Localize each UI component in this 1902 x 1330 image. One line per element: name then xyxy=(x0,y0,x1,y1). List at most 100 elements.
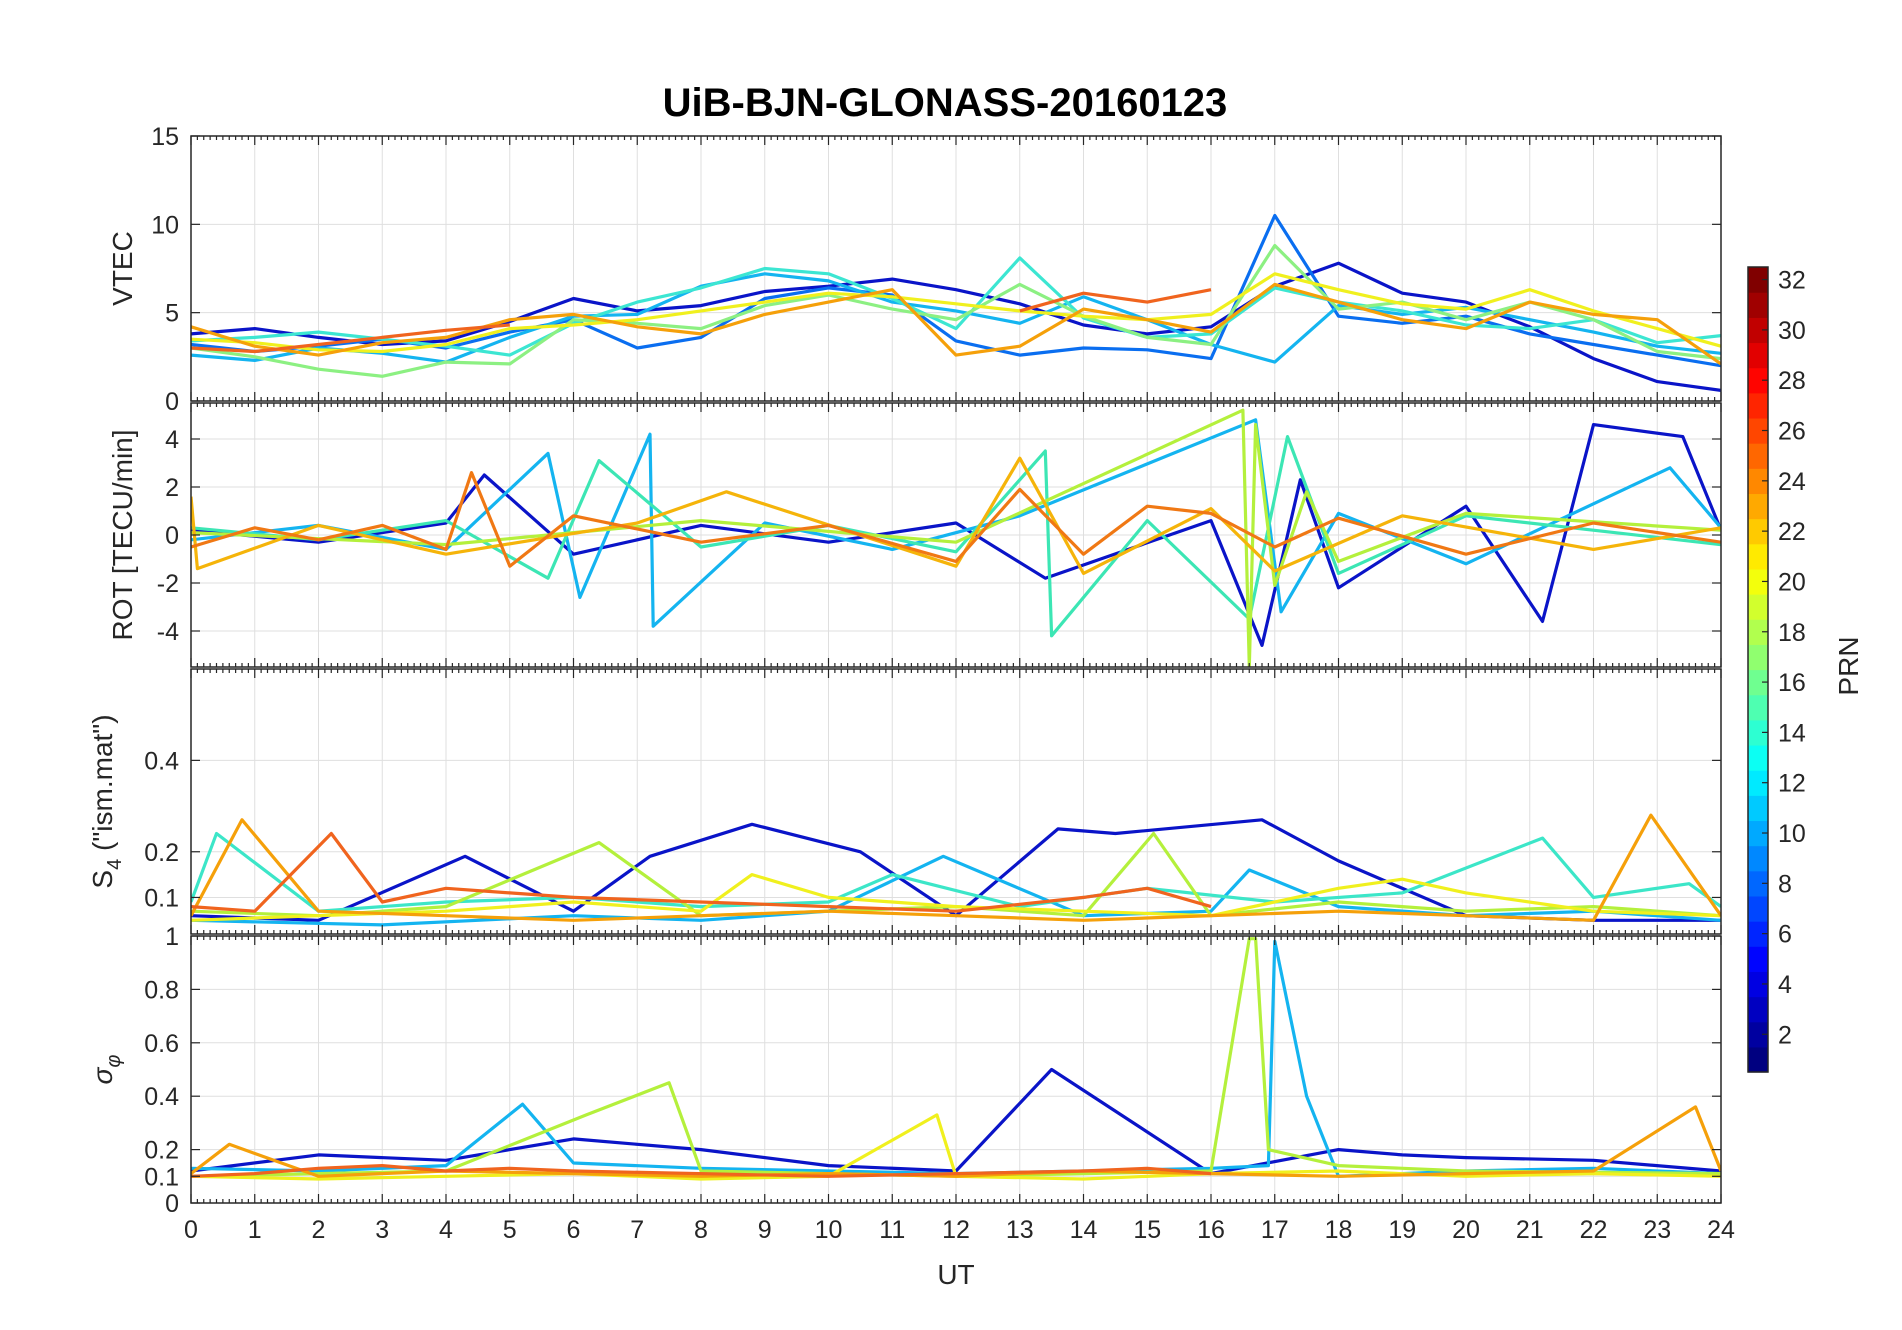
series-line-prn-25 xyxy=(191,831,1212,913)
colorbar-band xyxy=(1748,417,1768,444)
panel-3: 0.1 0.2 0.4 S4 ("ism.mat") xyxy=(87,668,1722,935)
colorbar-band xyxy=(1748,468,1768,495)
colorbar-label: PRN xyxy=(1833,636,1864,695)
colorbar-band xyxy=(1748,845,1768,872)
colorbar-tick-label: 2 xyxy=(1778,1021,1792,1049)
x-tick-label: 7 xyxy=(630,1216,644,1244)
y-tick-label: 2 xyxy=(165,474,179,502)
colorbar-tick-label: 8 xyxy=(1778,870,1792,898)
colorbar-band xyxy=(1748,543,1768,570)
series-line-prn-7 xyxy=(191,213,1721,368)
series-line-prn-13 xyxy=(191,256,1721,357)
colorbar-band xyxy=(1748,971,1768,998)
y-axis-label: VTEC xyxy=(107,231,138,306)
colorbar-band xyxy=(1748,317,1768,344)
y-tick-label: 0.4 xyxy=(144,1083,179,1111)
y-tick-label: 10 xyxy=(151,211,179,239)
colorbar-band xyxy=(1748,568,1768,595)
series-line-prn-22 xyxy=(191,456,1721,575)
x-tick-label: 4 xyxy=(439,1216,453,1244)
colorbar-frame xyxy=(1747,266,1769,1073)
colorbar-tick-label: 16 xyxy=(1778,669,1806,697)
x-tick-label: 0 xyxy=(184,1216,198,1244)
series-line-prn-23 xyxy=(191,813,1721,922)
x-tick-label: 21 xyxy=(1516,1216,1544,1244)
colorbar-band xyxy=(1748,594,1768,620)
colorbar-band xyxy=(1748,367,1768,394)
series-group xyxy=(191,213,1721,392)
y-tick-label: 0.6 xyxy=(144,1030,179,1058)
y-axis-label: S4 ("ism.mat") xyxy=(87,714,126,888)
panel-4: 00.10.2 0.4 0.6 0.8 1 σφ xyxy=(87,923,1722,1218)
y-tick-label: 0.8 xyxy=(144,976,179,1004)
y-tick-label: 1 xyxy=(165,923,179,951)
panel-1: 0 5 10 15 VTEC xyxy=(107,123,1722,416)
series-line-prn-24 xyxy=(191,471,1721,568)
colorbar-band xyxy=(1748,644,1768,671)
x-tick-label: 14 xyxy=(1070,1216,1098,1244)
tick-marks xyxy=(190,935,1722,1204)
x-tick-label: 23 xyxy=(1643,1216,1671,1244)
y-tick-label: 4 xyxy=(165,426,179,454)
colorbar-band xyxy=(1748,669,1768,696)
x-tick-label: 24 xyxy=(1707,1216,1735,1244)
colorbar-band xyxy=(1748,946,1768,972)
y-axis-label: ROT [TECU/min] xyxy=(107,429,138,640)
x-tick-label: 9 xyxy=(758,1216,772,1244)
grid xyxy=(190,935,1722,1204)
series-line-prn-25 xyxy=(191,1164,1212,1178)
tick-marks xyxy=(190,135,1722,402)
colorbar-band xyxy=(1748,795,1768,822)
series-line-prn-14 xyxy=(191,831,1721,913)
colorbar-band xyxy=(1748,870,1768,897)
tick-marks xyxy=(190,403,1722,667)
grid xyxy=(190,135,1722,402)
y-tick-label: 0 xyxy=(165,388,179,416)
colorbar-band xyxy=(1748,619,1768,645)
x-tick-label: 16 xyxy=(1197,1216,1225,1244)
series-line-prn-18 xyxy=(191,408,1721,667)
colorbar-tick-label: 24 xyxy=(1778,468,1806,496)
series-group xyxy=(191,408,1721,667)
panel-2: -4 -2 0 2 4 ROT [TECU/min] xyxy=(107,402,1722,668)
x-tick-label: 17 xyxy=(1261,1216,1289,1244)
series-line-prn-23 xyxy=(191,282,1721,366)
x-tick-label: 20 xyxy=(1452,1216,1480,1244)
colorbar-tick-label: 20 xyxy=(1778,568,1806,596)
colorbar-band xyxy=(1748,820,1768,847)
x-tick-label: 8 xyxy=(694,1216,708,1244)
colorbar-tick-label: 30 xyxy=(1778,317,1806,345)
colorbar-band xyxy=(1748,996,1768,1023)
y-tick-label: 0.4 xyxy=(144,747,179,775)
x-tick-label: 18 xyxy=(1325,1216,1353,1244)
colorbar-band xyxy=(1748,744,1768,771)
colorbar-band xyxy=(1748,267,1768,293)
colorbar-band xyxy=(1748,1046,1768,1073)
x-tick-label: 6 xyxy=(567,1216,581,1244)
colorbar-band xyxy=(1748,292,1768,318)
colorbar-tick-label: 18 xyxy=(1778,619,1806,647)
y-tick-label: 0.1 xyxy=(144,884,179,912)
colorbar-band xyxy=(1748,895,1768,922)
colorbar-band xyxy=(1748,770,1768,796)
x-tick-label: 15 xyxy=(1133,1216,1161,1244)
colorbar-band xyxy=(1748,518,1768,545)
x-tick-label: 12 xyxy=(942,1216,970,1244)
series-group xyxy=(191,937,1721,1181)
tick-marks xyxy=(190,669,1722,934)
y-tick-label: 15 xyxy=(151,123,179,151)
series-line-prn-20 xyxy=(191,272,1721,354)
x-tick-label: 10 xyxy=(815,1216,843,1244)
x-tick-label: 19 xyxy=(1388,1216,1416,1244)
y-tick-label: 0.2 xyxy=(144,1137,179,1165)
series-line-prn-17 xyxy=(191,243,1721,378)
colorbar-band xyxy=(1748,719,1768,746)
x-tick-label: 5 xyxy=(503,1216,517,1244)
x-tick-label: 22 xyxy=(1580,1216,1608,1244)
colorbar-band xyxy=(1748,342,1768,369)
x-tick-label: 2 xyxy=(312,1216,326,1244)
colorbar-tick-label: 32 xyxy=(1778,267,1806,295)
series-group xyxy=(191,813,1721,927)
y-tick-label: 0 xyxy=(165,1190,179,1218)
